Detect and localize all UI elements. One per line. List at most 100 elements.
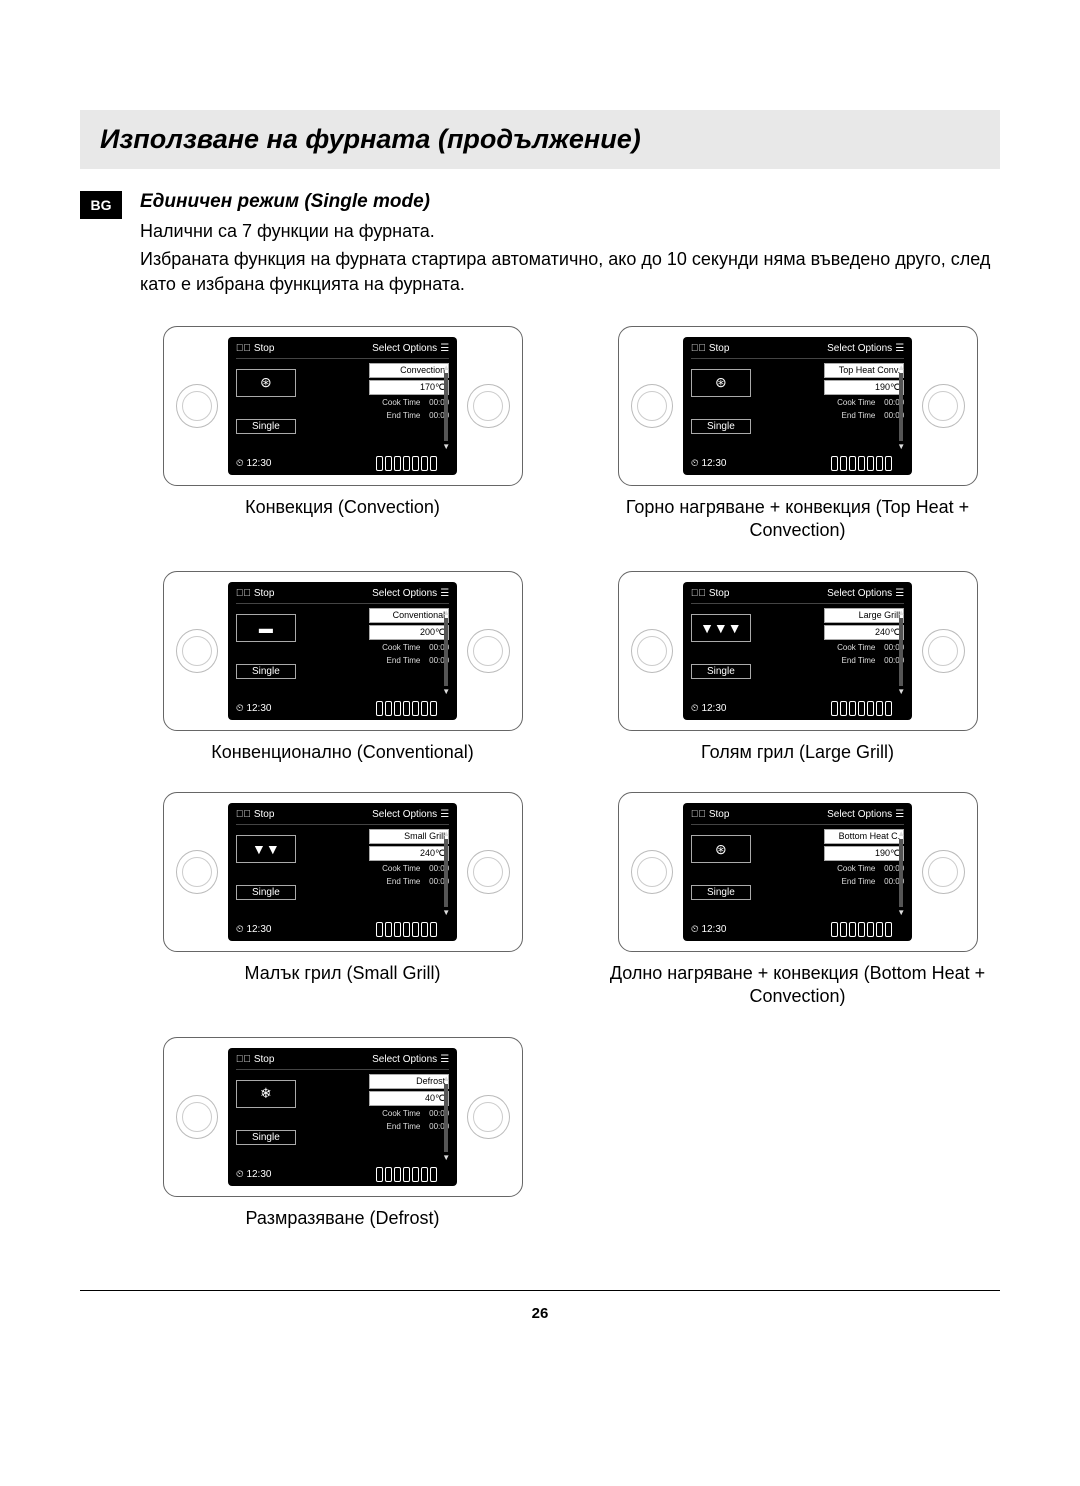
stop-icon: ◻⃞ (236, 588, 251, 599)
stop-label: Stop (254, 588, 275, 599)
panel-cell: ◻⃞ Stop Select Options ☰ ▼▼ Single ⏲ 12:… (140, 792, 545, 1009)
scrollbar: ▲▼ (441, 1074, 451, 1162)
clock: ⏲ 12:30 (691, 924, 751, 935)
end-time-label: End Time (842, 877, 876, 886)
function-name: Large Grill (824, 608, 904, 623)
oven-panel: ◻⃞ Stop Select Options ☰ ▼▼▼ Single ⏲ 12… (618, 571, 978, 731)
select-label: Select Options (827, 588, 892, 599)
heat-bars (831, 919, 904, 937)
right-knob (467, 629, 509, 673)
oven-panel: ◻⃞ Stop Select Options ☰ ▬ Single ⏲ 12:3… (163, 571, 523, 731)
panel-caption: Голям грил (Large Grill) (595, 741, 1000, 764)
end-time-label: End Time (387, 656, 421, 665)
right-knob (922, 850, 964, 894)
select-label: Select Options (372, 1054, 437, 1065)
scrollbar: ▲▼ (441, 363, 451, 451)
paragraph-2: Избраната функция на фурната стартира ав… (140, 247, 1000, 296)
mode-icon: ⊛ (236, 369, 296, 397)
oven-panel: ◻⃞ Stop Select Options ☰ ⊛ Single ⏲ 12:3… (618, 326, 978, 486)
panel-cell: ◻⃞ Stop Select Options ☰ ⊛ Single ⏲ 12:3… (595, 326, 1000, 543)
temperature: 170℃ (369, 380, 449, 395)
options-icon: ☰ (440, 343, 449, 354)
panel-cell: ◻⃞ Stop Select Options ☰ ⊛ Single ⏲ 12:3… (595, 792, 1000, 1009)
heat-bars (831, 698, 904, 716)
temperature: 190℃ (824, 380, 904, 395)
mode-icon: ▼▼ (236, 835, 296, 863)
clock: ⏲ 12:30 (236, 924, 296, 935)
left-knob (176, 850, 218, 894)
left-knob (176, 384, 218, 428)
temperature: 240℃ (369, 846, 449, 861)
left-knob (631, 384, 673, 428)
lcd-display: ◻⃞ Stop Select Options ☰ ❄ Single ⏲ 12:3… (228, 1048, 457, 1186)
content: Единичен режим (Single mode) Налични са … (140, 191, 1000, 1230)
function-name: Bottom Heat C. (824, 829, 904, 844)
stop-label: Stop (254, 809, 275, 820)
options-icon: ☰ (895, 343, 904, 354)
end-time-label: End Time (387, 1122, 421, 1131)
stop-icon: ◻⃞ (236, 809, 251, 820)
function-name: Top Heat Conv. (824, 363, 904, 378)
temperature: 240℃ (824, 625, 904, 640)
stop-label: Stop (709, 588, 730, 599)
right-knob (467, 384, 509, 428)
function-name: Conventional (369, 608, 449, 623)
select-label: Select Options (827, 809, 892, 820)
panel-caption: Малък грил (Small Grill) (140, 962, 545, 985)
end-time-label: End Time (387, 877, 421, 886)
heat-bars (376, 453, 449, 471)
mode-label: Single (236, 419, 296, 434)
function-name: Defrost (369, 1074, 449, 1089)
panel-cell: ◻⃞ Stop Select Options ☰ ▬ Single ⏲ 12:3… (140, 571, 545, 764)
left-knob (176, 1095, 218, 1139)
mode-label: Single (691, 419, 751, 434)
panel-cell: ◻⃞ Stop Select Options ☰ ▼▼▼ Single ⏲ 12… (595, 571, 1000, 764)
mode-icon: ▬ (236, 614, 296, 642)
stop-icon: ◻⃞ (691, 588, 706, 599)
select-label: Select Options (372, 343, 437, 354)
mode-label: Single (236, 664, 296, 679)
lcd-display: ◻⃞ Stop Select Options ☰ ▬ Single ⏲ 12:3… (228, 582, 457, 720)
title-bar: Използване на фурната (продължение) (80, 110, 1000, 169)
lcd-display: ◻⃞ Stop Select Options ☰ ⊛ Single ⏲ 12:3… (683, 337, 912, 475)
mode-label: Single (236, 885, 296, 900)
content-row: BG Единичен режим (Single mode) Налични … (80, 191, 1000, 1230)
language-badge: BG (80, 191, 122, 219)
function-name: Small Grill (369, 829, 449, 844)
select-label: Select Options (372, 588, 437, 599)
scrollbar: ▲▼ (896, 608, 906, 696)
scrollbar: ▲▼ (441, 829, 451, 917)
stop-icon: ◻⃞ (236, 343, 251, 354)
clock: ⏲ 12:30 (236, 1169, 296, 1180)
cook-time-label: Cook Time (837, 643, 875, 652)
end-time-label: End Time (387, 411, 421, 420)
panel-cell: ◻⃞ Stop Select Options ☰ ❄ Single ⏲ 12:3… (140, 1037, 545, 1230)
cook-time-label: Cook Time (837, 398, 875, 407)
oven-panel: ◻⃞ Stop Select Options ☰ ❄ Single ⏲ 12:3… (163, 1037, 523, 1197)
mode-label: Single (691, 664, 751, 679)
stop-label: Stop (709, 343, 730, 354)
end-time-label: End Time (842, 411, 876, 420)
oven-panel: ◻⃞ Stop Select Options ☰ ▼▼ Single ⏲ 12:… (163, 792, 523, 952)
heat-bars (376, 919, 449, 937)
heat-bars (376, 1164, 449, 1182)
options-icon: ☰ (440, 588, 449, 599)
temperature: 40℃ (369, 1091, 449, 1106)
options-icon: ☰ (440, 1054, 449, 1065)
stop-label: Stop (254, 1054, 275, 1065)
clock: ⏲ 12:30 (236, 703, 296, 714)
lcd-display: ◻⃞ Stop Select Options ☰ ⊛ Single ⏲ 12:3… (228, 337, 457, 475)
oven-panel: ◻⃞ Stop Select Options ☰ ⊛ Single ⏲ 12:3… (163, 326, 523, 486)
cook-time-label: Cook Time (382, 1109, 420, 1118)
cook-time-label: Cook Time (382, 643, 420, 652)
left-knob (631, 850, 673, 894)
page-title: Използване на фурната (продължение) (100, 124, 980, 155)
panel-caption: Конвенционално (Conventional) (140, 741, 545, 764)
select-label: Select Options (827, 343, 892, 354)
oven-panel: ◻⃞ Stop Select Options ☰ ⊛ Single ⏲ 12:3… (618, 792, 978, 952)
mode-icon: ⊛ (691, 369, 751, 397)
left-knob (631, 629, 673, 673)
right-knob (467, 850, 509, 894)
right-knob (922, 629, 964, 673)
mode-icon: ⊛ (691, 835, 751, 863)
